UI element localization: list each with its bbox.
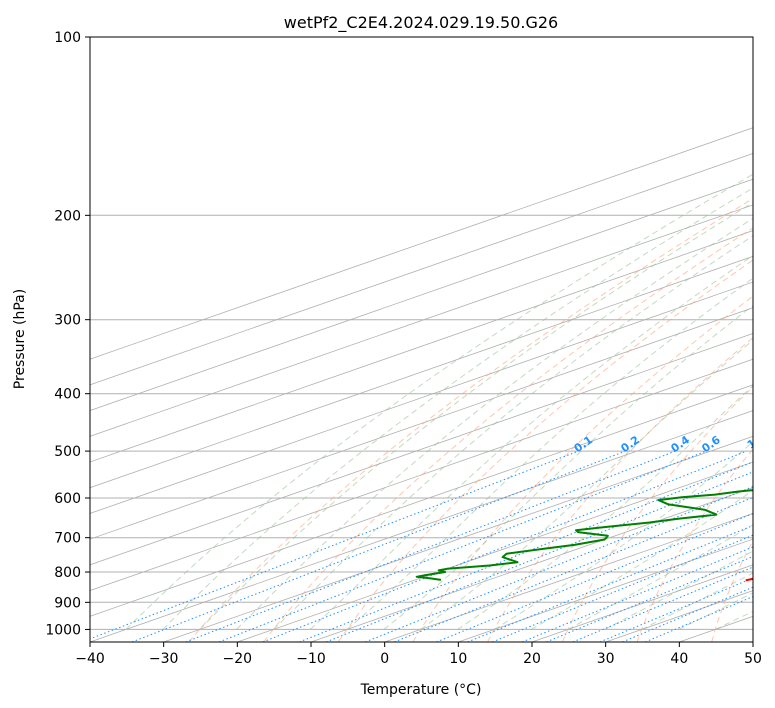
background-lines: [90, 37, 753, 642]
x-tick-label: −10: [296, 651, 326, 667]
y-tick-label: 800: [54, 565, 81, 581]
y-tick-label: 700: [54, 531, 81, 547]
isotherm-line: [90, 230, 753, 463]
isotherm-line: [90, 410, 753, 642]
y-tick-label: 200: [54, 208, 81, 224]
y-axis-title: Pressure (hPa): [12, 289, 28, 389]
isotherm-line: [90, 152, 753, 386]
mixing-ratio-line: [394, 496, 753, 642]
mixing-ratio-label: 0.4: [669, 433, 693, 455]
dry-adiabat: [487, 337, 753, 642]
moist-adiabat: [199, 201, 753, 630]
isotherm-line: [90, 255, 753, 489]
moist-adiabat: [530, 489, 753, 630]
moist-adiabat: [641, 572, 753, 630]
x-tick-label: 20: [523, 651, 541, 667]
isotherm-line: [458, 538, 753, 642]
isotherm-line: [752, 641, 753, 642]
mixing-ratio-line: [436, 513, 753, 642]
x-tick-label: 10: [449, 651, 467, 667]
dewpoint-profile: [415, 489, 753, 581]
dry-adiabat: [263, 227, 753, 642]
isotherm-line: [90, 358, 753, 592]
x-axis-title: Temperature (°C): [360, 682, 482, 698]
isotherm-line: [163, 435, 753, 642]
isotherm-line: [90, 204, 753, 437]
y-tick-label: 500: [54, 444, 81, 460]
y-tick-label: 1000: [45, 622, 81, 638]
dry-adiabat: [561, 386, 753, 642]
x-tick-label: −20: [223, 651, 253, 667]
mixing-ratio-line: [546, 555, 753, 642]
y-tick-label: 600: [54, 491, 81, 507]
y-tick-label: 300: [54, 313, 81, 329]
mixing-ratio-line: [645, 595, 753, 642]
y-tick-label: 400: [54, 387, 81, 403]
mixing-ratio-line: [299, 461, 753, 642]
isotherm-line: [90, 333, 753, 566]
y-tick-label: 900: [54, 595, 81, 611]
x-tick-label: 40: [670, 651, 688, 667]
isotherm-and-mixing-labels: 0.10.20.40.611.52346810131620253036-100-…: [572, 433, 759, 455]
mixing-ratio-line: [622, 586, 753, 642]
mixing-ratio-line: [365, 486, 753, 642]
mixing-ratio-line: [262, 450, 747, 642]
x-tick-label: 0: [380, 651, 389, 667]
dry-adiabat: [711, 539, 753, 642]
y-tick-label: 100: [54, 30, 81, 46]
mixing-ratio-label: 0.2: [619, 433, 642, 455]
mixing-ratio-line: [131, 450, 626, 642]
moist-adiabat: [494, 441, 753, 630]
dry-adiabat: [636, 448, 753, 642]
x-tick-label: −30: [149, 651, 179, 667]
isotherm-line: [90, 127, 753, 360]
dry-adiabat: [412, 295, 753, 642]
profile-lines: [415, 489, 753, 582]
isotherm-line: [90, 178, 753, 411]
chart-title: wetPf2_C2E4.2024.029.19.50.G26: [284, 13, 558, 33]
moist-adiabat: [236, 217, 753, 630]
moist-adiabat: [751, 628, 753, 630]
moist-adiabat: [125, 173, 753, 630]
plot-frame: [89, 36, 754, 643]
moist-adiabat: [457, 385, 753, 630]
mixing-ratio-line: [90, 450, 579, 640]
isotherm-line: [531, 564, 753, 642]
moist-adiabat: [162, 187, 753, 630]
isotherm-line: [90, 307, 753, 540]
isotherm-line: [90, 281, 753, 514]
isotherm-line: [90, 384, 753, 617]
isotherm-line: [237, 461, 753, 642]
x-tick-label: 30: [597, 651, 615, 667]
mixing-ratio-label: 0.6: [699, 433, 723, 455]
isotherm-line: [384, 513, 753, 642]
x-tick-label: −40: [75, 651, 105, 667]
mixing-ratio-line: [467, 524, 753, 642]
moist-adiabat: [715, 610, 753, 630]
mixing-ratio-line: [218, 450, 707, 642]
x-tick-label: 50: [744, 651, 762, 667]
dry-adiabat: [188, 197, 753, 642]
moist-adiabat: [272, 235, 753, 630]
moist-adiabat: [383, 304, 753, 630]
isotherm-line: [679, 615, 753, 642]
moist-adiabat: [346, 277, 753, 630]
axis-ticks: −40 −30 −20 −10 0 10 20 30 40 50 100 200 300 400 500 60…: [45, 30, 762, 667]
dry-adiabat: [337, 259, 753, 642]
mixing-ratio-label: 1: [745, 437, 759, 452]
moist-adiabat: [309, 254, 753, 630]
